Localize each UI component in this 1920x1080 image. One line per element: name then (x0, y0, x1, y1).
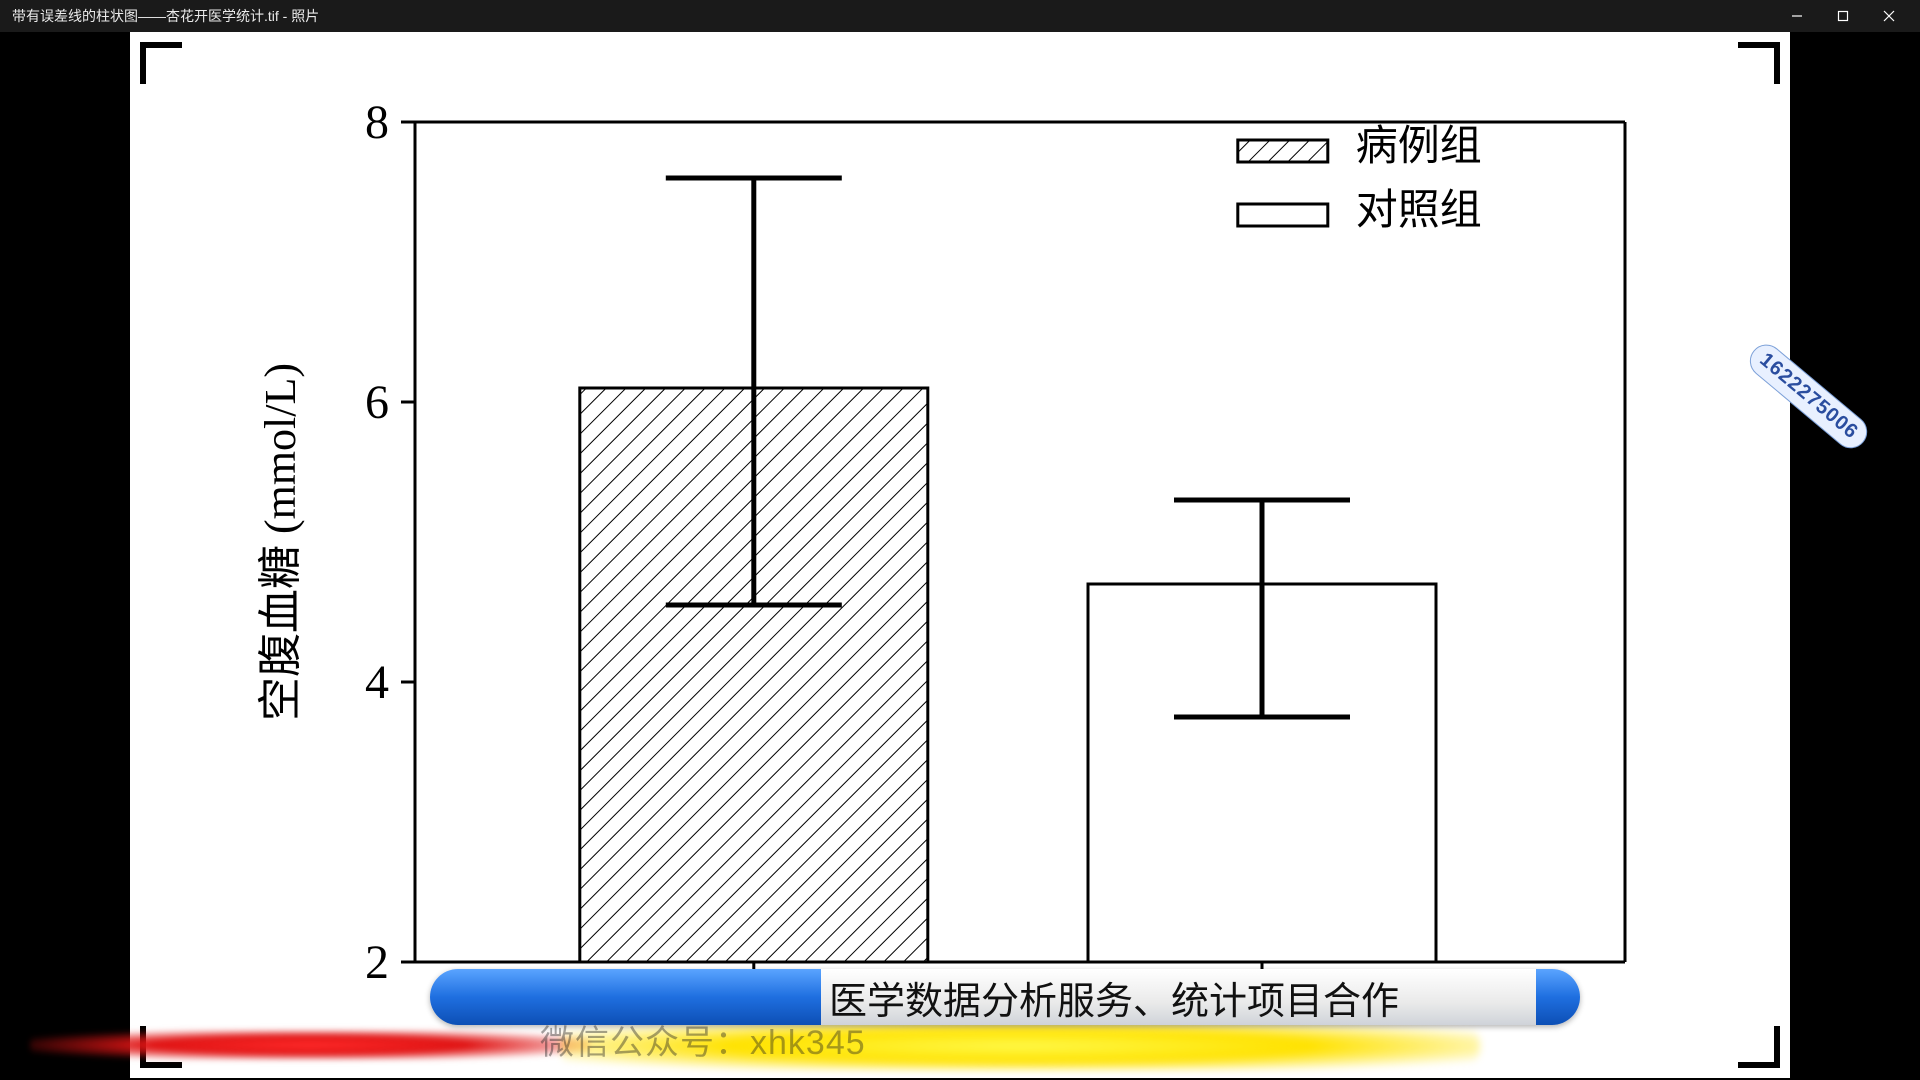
legend-label: 病例组 (1356, 124, 1482, 170)
svg-text:空腹血糖 (mmol/L): 空腹血糖 (mmol/L) (256, 363, 305, 721)
minimize-button[interactable] (1774, 0, 1820, 32)
banner-text: 医学数据分析服务、统计项目合作 (821, 969, 1536, 1025)
svg-text:8: 8 (365, 96, 389, 149)
maximize-icon (1837, 10, 1849, 22)
minimize-icon (1791, 10, 1803, 22)
svg-text:4: 4 (365, 656, 389, 709)
legend-label: 对照组 (1356, 188, 1482, 234)
maximize-button[interactable] (1820, 0, 1866, 32)
image-stage: 2468空腹血糖 (mmol/L)病例组对照组病例组对照组 (130, 32, 1790, 1078)
banner-left-cap (430, 969, 821, 1025)
legend-swatch (1238, 204, 1328, 226)
titlebar: 带有误差线的柱状图——杏花开医学统计.tif - 照片 (0, 0, 1920, 32)
window-controls (1774, 0, 1912, 32)
content-area: 2468空腹血糖 (mmol/L)病例组对照组病例组对照组 (0, 32, 1920, 1080)
close-button[interactable] (1866, 0, 1912, 32)
svg-text:6: 6 (365, 376, 389, 429)
bar-chart: 2468空腹血糖 (mmol/L)病例组对照组病例组对照组 (130, 32, 1790, 1078)
close-icon (1883, 10, 1895, 22)
legend-swatch (1238, 140, 1328, 162)
caption-banner: 医学数据分析服务、统计项目合作 (430, 969, 1580, 1025)
window-title: 带有误差线的柱状图——杏花开医学统计.tif - 照片 (8, 6, 319, 26)
svg-text:2: 2 (365, 936, 389, 989)
